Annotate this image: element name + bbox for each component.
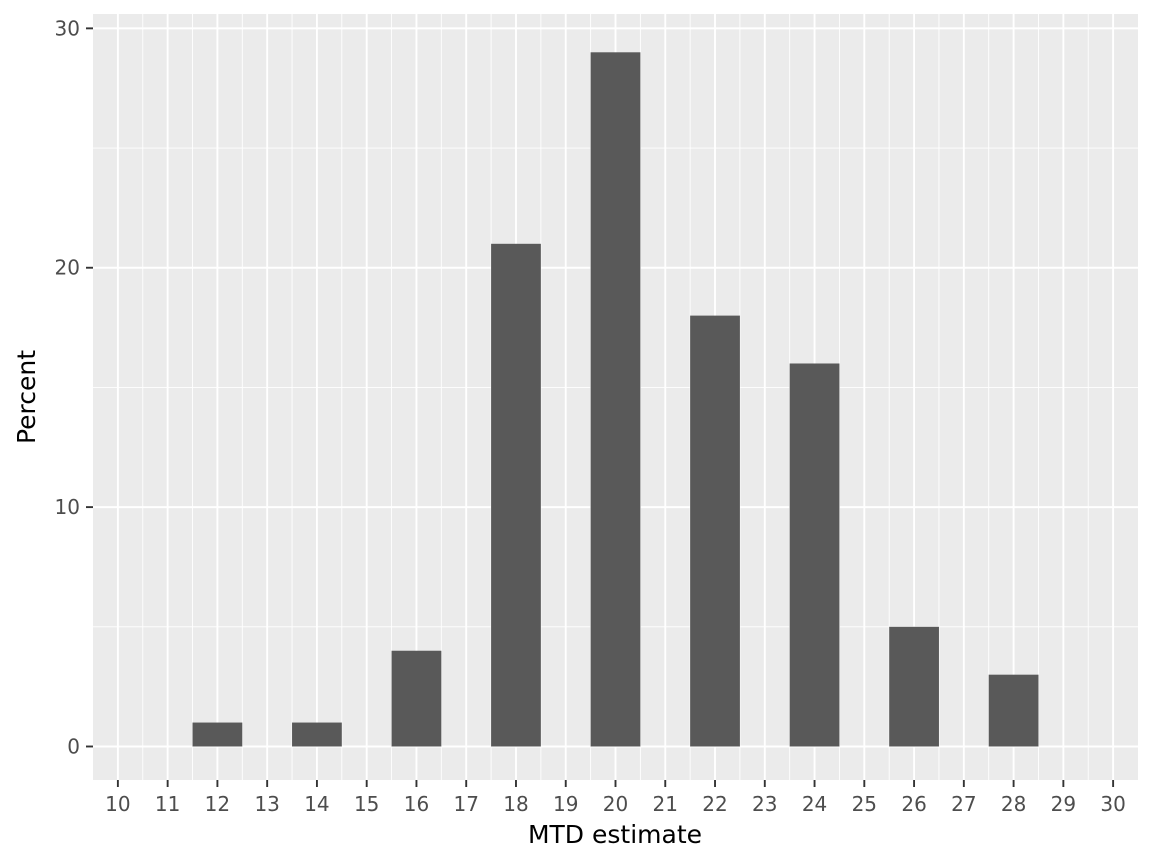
x-tick-label: 23: [752, 792, 777, 816]
x-axis-title: MTD estimate: [528, 820, 702, 849]
bar-16: [391, 650, 442, 747]
y-tick-label: 0: [67, 734, 80, 758]
x-tick-label: 14: [304, 792, 329, 816]
x-tick-label: 20: [603, 792, 628, 816]
y-axis: 0 10 20 30: [55, 16, 93, 758]
x-tick-label: 25: [852, 792, 877, 816]
x-tick-label: 27: [951, 792, 976, 816]
x-tick-label: 22: [702, 792, 727, 816]
x-tick-label: 13: [254, 792, 279, 816]
x-tick-label: 28: [1001, 792, 1026, 816]
x-tick-label: 26: [901, 792, 926, 816]
x-tick-label: 16: [404, 792, 429, 816]
x-tick-label: 17: [453, 792, 478, 816]
x-tick-label: 11: [155, 792, 180, 816]
y-tick-label: 20: [55, 256, 80, 280]
x-tick-label: 24: [802, 792, 827, 816]
bar-20: [590, 52, 641, 747]
y-tick-label: 30: [55, 16, 80, 40]
x-tick-label: 21: [653, 792, 678, 816]
x-tick-label: 18: [503, 792, 528, 816]
x-tick-label: 19: [553, 792, 578, 816]
bar-26: [889, 626, 939, 747]
bar-14: [292, 722, 342, 747]
bar-28: [988, 674, 1039, 747]
x-tick-label: 15: [354, 792, 379, 816]
x-tick-label: 29: [1051, 792, 1076, 816]
bar-24: [789, 363, 840, 747]
x-tick-label: 30: [1100, 792, 1125, 816]
y-axis-title: Percent: [12, 350, 41, 444]
bar-12: [192, 722, 243, 747]
x-tick-label: 10: [105, 792, 130, 816]
x-axis: 10 11 12 13 14 15 16 17 18 19 20 21 22 23 24 25 26 27 28 29…: [105, 780, 1126, 816]
bar-22: [690, 315, 740, 747]
bar-18: [491, 243, 541, 747]
x-tick-label: 12: [205, 792, 230, 816]
y-tick-label: 10: [55, 495, 80, 519]
bars: [192, 52, 1039, 747]
